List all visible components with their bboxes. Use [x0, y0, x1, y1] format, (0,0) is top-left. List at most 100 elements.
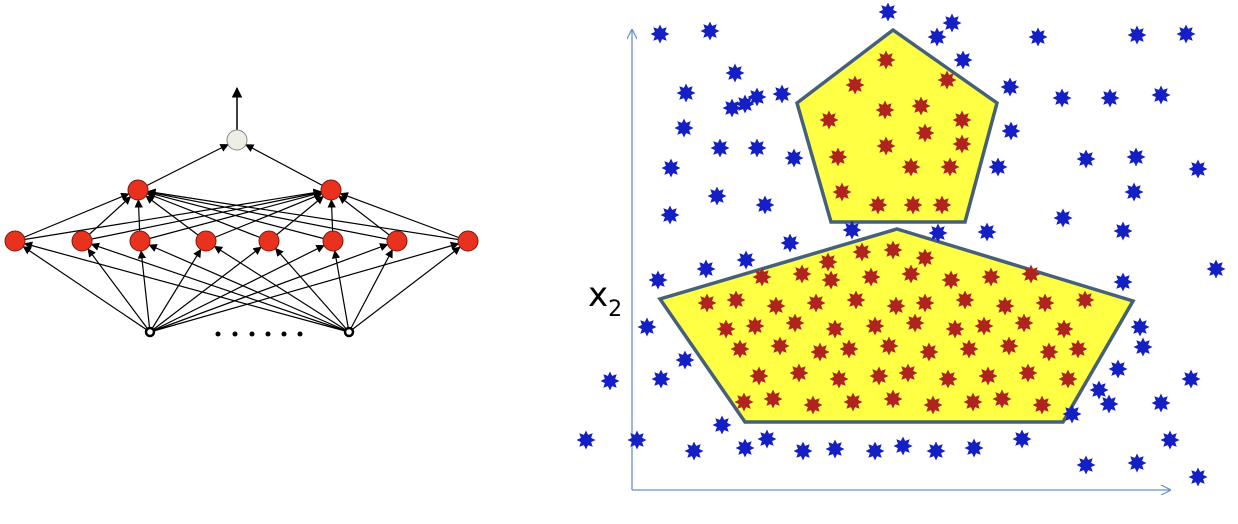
point: [901, 157, 921, 177]
point: [803, 395, 823, 415]
point: [1151, 393, 1171, 413]
edge: [137, 250, 151, 333]
point: [952, 134, 972, 154]
point: [932, 195, 952, 215]
edge: [205, 192, 323, 242]
point: [865, 316, 885, 336]
point: [927, 27, 947, 47]
edge: [81, 189, 323, 242]
edge: [331, 250, 350, 333]
point: [648, 270, 668, 290]
edge: [87, 248, 151, 333]
point: [700, 21, 720, 41]
point: [661, 158, 681, 178]
edge: [268, 195, 324, 242]
point: [955, 290, 975, 310]
point: [1075, 290, 1095, 310]
ellipsis-dot: [265, 331, 271, 337]
point: [938, 369, 958, 389]
output-neuron: [226, 129, 248, 151]
neuron: [322, 230, 344, 252]
point: [747, 138, 767, 158]
point: [886, 296, 906, 316]
point: [1133, 337, 1153, 357]
point: [676, 83, 696, 103]
point: [978, 366, 998, 386]
edge: [213, 245, 350, 333]
point: [988, 157, 1008, 177]
point: [923, 395, 943, 415]
point: [1127, 453, 1147, 473]
edge: [338, 195, 398, 242]
point: [1108, 359, 1128, 379]
point: [1113, 272, 1133, 292]
point: [1188, 467, 1208, 487]
neuron: [195, 230, 217, 252]
point: [1001, 121, 1021, 141]
edge: [149, 244, 325, 333]
point: [839, 339, 859, 359]
point: [627, 430, 647, 450]
point: [755, 195, 775, 215]
point: [915, 248, 935, 268]
point: [1126, 147, 1146, 167]
point: [977, 222, 997, 242]
input-node: [144, 326, 156, 338]
point: [942, 13, 962, 33]
point: [684, 441, 704, 461]
point: [780, 233, 800, 253]
point: [953, 50, 973, 70]
point: [875, 100, 895, 120]
point: [1127, 25, 1147, 45]
point: [1188, 159, 1208, 179]
point: [735, 94, 755, 114]
point: [1113, 221, 1133, 241]
edge: [146, 189, 398, 242]
axis-label: x2: [588, 275, 622, 322]
neuron: [258, 230, 280, 252]
neuron: [457, 230, 479, 252]
point: [675, 350, 695, 370]
point: [793, 441, 813, 461]
edge: [149, 246, 262, 333]
point: [806, 293, 826, 313]
point: [905, 313, 925, 333]
point: [1062, 404, 1082, 424]
point: [772, 84, 792, 104]
point: [722, 98, 742, 118]
point: [941, 270, 961, 290]
point: [747, 87, 767, 107]
point: [865, 441, 885, 461]
edge: [146, 192, 270, 242]
point: [752, 267, 772, 287]
edge: [23, 241, 350, 333]
point: [876, 50, 896, 70]
point: [1124, 182, 1144, 202]
point: [757, 429, 777, 449]
point: [749, 366, 769, 386]
point: [876, 136, 896, 156]
ellipsis-dot: [232, 331, 238, 337]
point: [763, 389, 783, 409]
point: [735, 438, 755, 458]
point: [828, 147, 848, 167]
point: [1035, 293, 1055, 313]
point: [869, 366, 889, 386]
point: [821, 270, 841, 290]
edge: [145, 195, 207, 242]
point: [1039, 342, 1059, 362]
point: [810, 342, 830, 362]
point: [945, 319, 965, 339]
edge: [148, 244, 350, 333]
point: [868, 195, 888, 215]
point: [1068, 339, 1088, 359]
point: [843, 392, 863, 412]
point: [1076, 455, 1096, 475]
point: [710, 138, 730, 158]
point: [952, 110, 972, 130]
point: [674, 118, 694, 138]
edge: [348, 246, 461, 333]
ellipsis-dot: [249, 331, 255, 337]
point: [1176, 24, 1196, 44]
